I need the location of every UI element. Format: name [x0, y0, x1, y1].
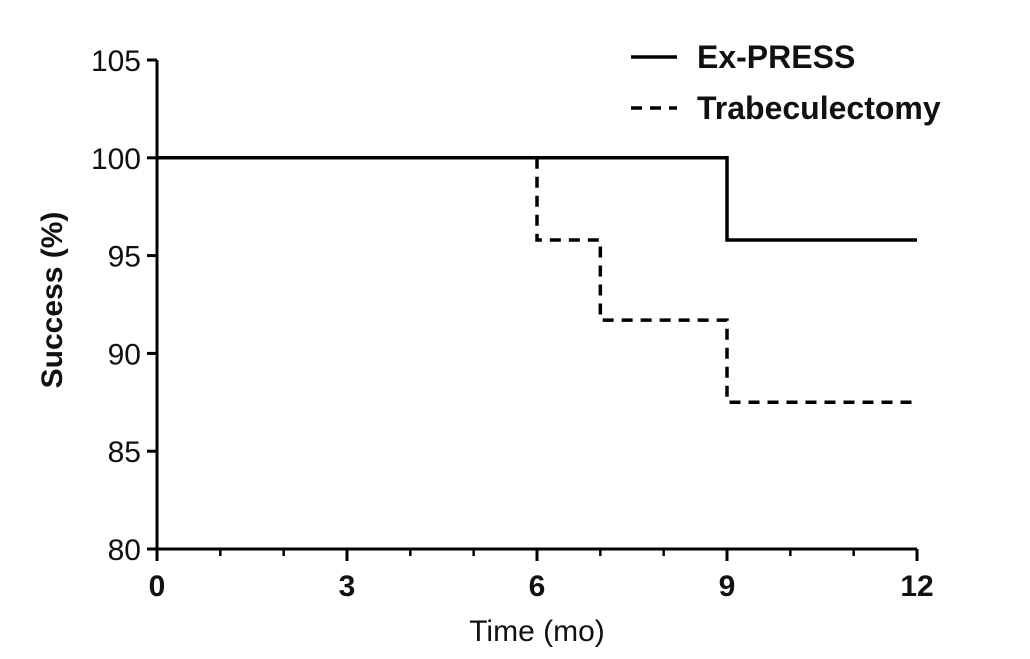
legend-label: Ex-PRESS: [697, 39, 855, 75]
x-tick-label: 6: [529, 570, 546, 603]
y-tick-label: 90: [108, 338, 141, 371]
y-tick-label: 100: [91, 143, 141, 176]
axes: 80 85 90 95 100 105 0 3 6 9 12: [91, 45, 934, 603]
y-tick-label: 85: [108, 436, 141, 469]
x-axis-title: Time (mo): [469, 615, 605, 648]
legend-label: Trabeculectomy: [697, 90, 941, 126]
legend: Ex-PRESS Trabeculectomy: [631, 39, 941, 126]
series-line-trabeculectomy: [157, 156, 917, 405]
x-tick-label: 9: [719, 570, 736, 603]
x-tick-label: 12: [900, 570, 933, 603]
series-layer: [157, 156, 917, 405]
x-tick-label: 0: [149, 570, 166, 603]
y-tick-label: 95: [108, 241, 141, 274]
y-tick-label: 80: [108, 534, 141, 567]
y-axis-title: Success (%): [36, 212, 69, 389]
y-tick-label: 105: [91, 45, 141, 78]
x-tick-label: 3: [339, 570, 356, 603]
